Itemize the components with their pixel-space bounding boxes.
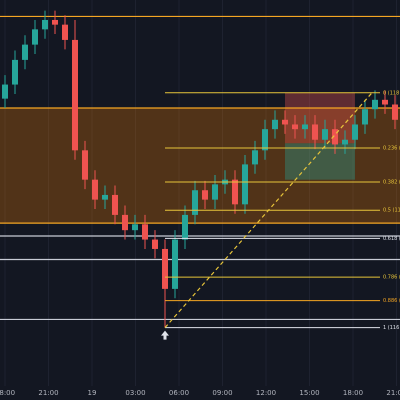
candle-body bbox=[52, 19, 58, 25]
candle-body bbox=[72, 39, 78, 151]
time-label: 18:00 bbox=[0, 389, 15, 397]
candle-body bbox=[382, 99, 388, 105]
candle-body bbox=[22, 44, 28, 60]
candle-body bbox=[152, 239, 158, 249]
fib-label: 0.236 ( bbox=[383, 145, 400, 151]
candle-body bbox=[162, 248, 168, 289]
time-label: 21:00 bbox=[386, 389, 400, 397]
time-label: 18:00 bbox=[343, 389, 363, 397]
layers: 0 (118 0.236 ( 0.382 ( 0.5 (11 0.618 ( 0.786 … bbox=[0, 10, 400, 340]
candle-body bbox=[92, 179, 98, 200]
fib-label: 0 (118 bbox=[383, 90, 399, 96]
time-label: 09:00 bbox=[212, 389, 232, 397]
candle-body bbox=[102, 194, 108, 200]
time-label: 12:00 bbox=[256, 389, 276, 397]
time-label: 15:00 bbox=[299, 389, 319, 397]
candle-body bbox=[232, 179, 238, 205]
candle-body bbox=[352, 124, 358, 140]
candle-body bbox=[112, 194, 118, 215]
zone bbox=[0, 108, 400, 224]
fib-label: 0.618 ( bbox=[383, 236, 400, 242]
candle-body bbox=[312, 124, 318, 140]
candle-body bbox=[202, 190, 208, 200]
candle-body bbox=[212, 184, 218, 200]
time-label: 06:00 bbox=[169, 389, 189, 397]
target-area bbox=[285, 143, 355, 180]
candle-body bbox=[12, 59, 18, 85]
candle-body bbox=[182, 214, 188, 240]
candle-body bbox=[132, 224, 138, 231]
candle-body bbox=[282, 119, 288, 125]
candle-body bbox=[322, 129, 328, 140]
fib-label: 0.886 ( bbox=[383, 298, 400, 304]
time-label: 03:00 bbox=[125, 389, 145, 397]
candle-body bbox=[372, 99, 378, 110]
candle-body bbox=[342, 139, 348, 145]
candle-body bbox=[302, 124, 308, 130]
anchor-arrow bbox=[161, 330, 169, 340]
fib-label: 0.786 ( bbox=[383, 275, 400, 281]
fib-trend bbox=[164, 92, 373, 329]
candle-body bbox=[332, 129, 338, 145]
candle-body bbox=[82, 150, 88, 180]
candle-body bbox=[2, 84, 8, 99]
time-label: 19 bbox=[88, 389, 97, 397]
candle-body bbox=[362, 109, 368, 125]
candle-body bbox=[292, 124, 298, 130]
candle-body bbox=[122, 214, 128, 231]
time-axis bbox=[0, 386, 400, 400]
candle-body bbox=[262, 129, 268, 151]
candle-body bbox=[32, 29, 38, 45]
candle-body bbox=[192, 190, 198, 215]
candle-body bbox=[392, 104, 398, 120]
candle-body bbox=[242, 164, 248, 205]
candle-body bbox=[42, 19, 48, 30]
fib-label: 0.5 (11 bbox=[383, 208, 400, 214]
stop-area bbox=[285, 92, 355, 144]
candle-body bbox=[172, 239, 178, 289]
candle-body bbox=[252, 150, 258, 165]
fib-label: 0.382 ( bbox=[383, 180, 400, 186]
candle-body bbox=[142, 224, 148, 240]
candle-body bbox=[62, 24, 68, 40]
fib-label: 1 (116 bbox=[383, 325, 399, 331]
time-label: 21:00 bbox=[38, 389, 58, 397]
candle-body bbox=[272, 119, 278, 130]
